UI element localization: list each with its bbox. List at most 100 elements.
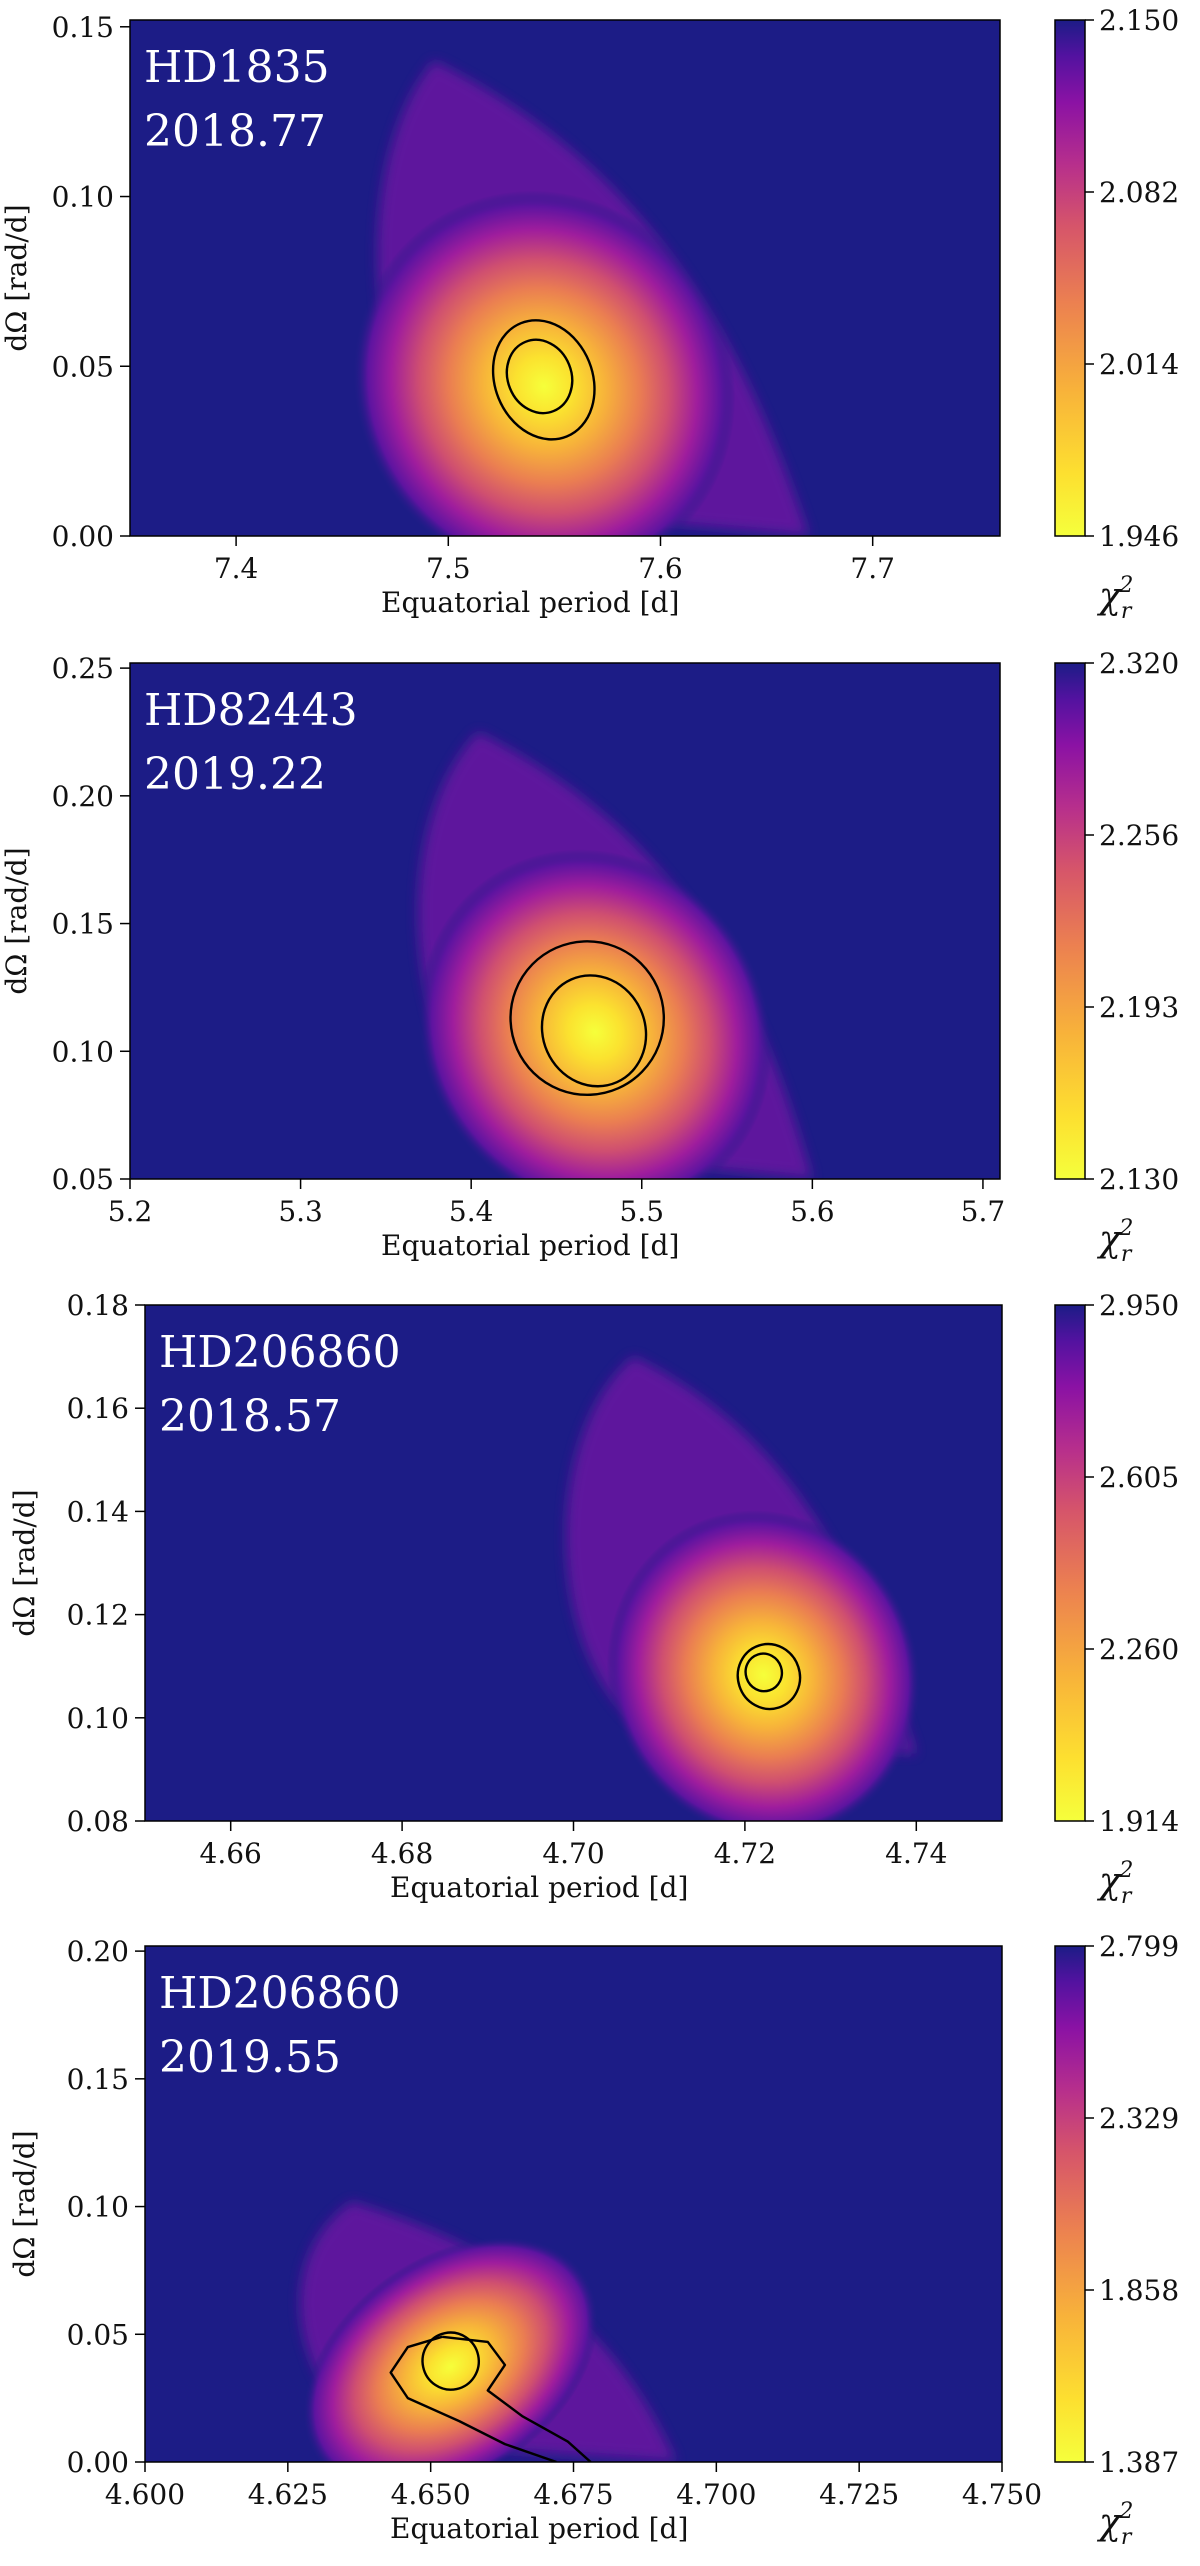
x-tick-label: 7.7 xyxy=(850,552,895,585)
contour-1 xyxy=(505,338,574,415)
star-name: HD206860 xyxy=(159,1968,401,2019)
x-tick-label: 5.7 xyxy=(961,1195,1006,1228)
colorbar-tick-label: 2.256 xyxy=(1099,819,1179,852)
y-tick-label: 0.10 xyxy=(52,181,114,214)
colorbar xyxy=(1054,19,1086,537)
colorbar-tick-label: 2.799 xyxy=(1099,1930,1179,1963)
colorbar-tick-label: 2.014 xyxy=(1099,348,1179,381)
x-axis-label: Equatorial period [d] xyxy=(390,2512,688,2545)
x-tick-label: 4.650 xyxy=(391,2478,471,2511)
axes-frame xyxy=(129,662,1001,1180)
colorbar-tick-label: 1.914 xyxy=(1099,1805,1179,1838)
y-tick-label: 0.10 xyxy=(67,1702,129,1735)
colorbar xyxy=(1054,1945,1086,2463)
colorbar-title: χr2 xyxy=(1096,1858,1133,1909)
contour-tail-2 xyxy=(441,2335,592,2462)
colorbar-tick-label: 2.193 xyxy=(1099,991,1179,1024)
colorbar-tick-label: 2.130 xyxy=(1099,1163,1179,1196)
star-name: HD1835 xyxy=(144,42,330,93)
x-tick-label: 5.5 xyxy=(619,1195,664,1228)
y-tick-label: 0.16 xyxy=(67,1392,129,1425)
colorbar-tick-label: 1.387 xyxy=(1099,2446,1179,2479)
colorbar-tick-label: 2.950 xyxy=(1099,1289,1179,1322)
y-tick-label: 0.20 xyxy=(67,1935,129,1968)
star-name: HD82443 xyxy=(144,685,358,736)
x-tick-label: 4.750 xyxy=(962,2478,1042,2511)
contour-1 xyxy=(540,974,648,1088)
colorbar-tick-label: 2.320 xyxy=(1099,647,1179,680)
epoch-label: 2019.22 xyxy=(144,749,326,800)
y-tick-label: 0.25 xyxy=(52,652,114,685)
colorbar-tick-label: 1.946 xyxy=(1099,520,1179,553)
y-tick-label: 0.18 xyxy=(67,1289,129,1322)
x-tick-label: 7.5 xyxy=(426,552,471,585)
surface-core xyxy=(417,849,773,1179)
panel-hd206860-2019: 4.600 4.625 4.650 4.675 4.700 4.725 4.750 0.00 0… xyxy=(8,1930,1179,2550)
colorbar-title: χr2 xyxy=(1096,2499,1133,2550)
colorbar-tick-label: 2.082 xyxy=(1099,176,1179,209)
x-tick-label: 7.6 xyxy=(638,552,683,585)
x-tick-label: 4.70 xyxy=(542,1837,604,1870)
contour-1 xyxy=(744,1652,784,1693)
confidence-contours xyxy=(736,1642,802,1711)
surface-core xyxy=(606,1510,921,1821)
colorbar-title: χr2 xyxy=(1096,573,1133,624)
y-tick-label: 0.05 xyxy=(52,1163,114,1196)
x-tick-label: 4.725 xyxy=(819,2478,899,2511)
y-tick-label: 0.15 xyxy=(52,908,114,941)
x-tick-label: 4.68 xyxy=(371,1837,433,1870)
chi2-surface xyxy=(565,1356,921,1821)
panel-hd1835: 7.4 7.5 7.6 7.7 0.00 0.05 0.10 0.15 Equatorial p… xyxy=(0,4,1179,624)
axes-frame xyxy=(129,19,1001,537)
colorbar-tick-label: 2.260 xyxy=(1099,1633,1179,1666)
x-axis-label: Equatorial period [d] xyxy=(381,586,679,619)
y-tick-label: 0.05 xyxy=(67,2318,129,2351)
contour-tail-1 xyxy=(389,2335,557,2462)
y-tick-label: 0.12 xyxy=(67,1599,129,1632)
y-tick-label: 0.05 xyxy=(52,350,114,383)
colorbar xyxy=(1054,1304,1086,1822)
y-tick-label: 0.15 xyxy=(67,2063,129,2096)
surface-core xyxy=(302,2236,599,2462)
y-tick-label: 0.10 xyxy=(52,1035,114,1068)
chi2-surface xyxy=(352,60,810,536)
epoch-label: 2018.77 xyxy=(144,106,326,157)
x-axis-label: Equatorial period [d] xyxy=(381,1229,679,1262)
colorbar-tick-label: 2.150 xyxy=(1099,4,1179,37)
contour-2 xyxy=(736,1642,802,1711)
y-tick-label: 0.20 xyxy=(52,780,114,813)
panel-hd206860-2018: 4.66 4.68 4.70 4.72 4.74 0.08 0.10 0.12 0.14 0.16… xyxy=(8,1289,1179,1909)
x-tick-label: 5.2 xyxy=(108,1195,153,1228)
colorbar-tick-label: 1.858 xyxy=(1099,2274,1179,2307)
epoch-label: 2019.55 xyxy=(159,2032,341,2083)
x-tick-label: 4.675 xyxy=(533,2478,613,2511)
confidence-contours xyxy=(491,319,596,441)
contour-2 xyxy=(491,319,596,441)
x-axis-label: Equatorial period [d] xyxy=(390,1871,688,1904)
confidence-contours xyxy=(509,940,666,1097)
y-axis-label: dΩ [rad/d] xyxy=(0,847,33,994)
y-axis-label: dΩ [rad/d] xyxy=(0,204,33,351)
y-tick-label: 0.08 xyxy=(67,1805,129,1838)
y-tick-label: 0.00 xyxy=(52,520,114,553)
contour-1 xyxy=(421,2331,480,2391)
x-tick-label: 5.4 xyxy=(449,1195,494,1228)
panel-hd82443: 5.2 5.3 5.4 5.5 5.6 5.7 0.05 0.10 0.15 0.20 0.25 Eq… xyxy=(0,647,1179,1267)
colorbar-tick-label: 2.605 xyxy=(1099,1461,1179,1494)
surface-core xyxy=(352,190,736,536)
chi2-surface xyxy=(417,731,813,1179)
x-tick-label: 7.4 xyxy=(214,552,259,585)
colorbar-title: χr2 xyxy=(1096,1216,1133,1267)
contour-2 xyxy=(509,940,666,1097)
y-tick-label: 0.15 xyxy=(52,11,114,44)
confidence-contours xyxy=(389,2331,592,2462)
y-tick-label: 0.00 xyxy=(67,2446,129,2479)
y-axis-label: dΩ [rad/d] xyxy=(8,1489,41,1636)
epoch-label: 2018.57 xyxy=(159,1391,341,1442)
y-axis-label: dΩ [rad/d] xyxy=(8,2130,41,2277)
y-tick-label: 0.14 xyxy=(67,1495,129,1528)
colorbar xyxy=(1054,662,1086,1180)
x-tick-label: 4.74 xyxy=(885,1837,947,1870)
x-tick-label: 4.72 xyxy=(714,1837,776,1870)
